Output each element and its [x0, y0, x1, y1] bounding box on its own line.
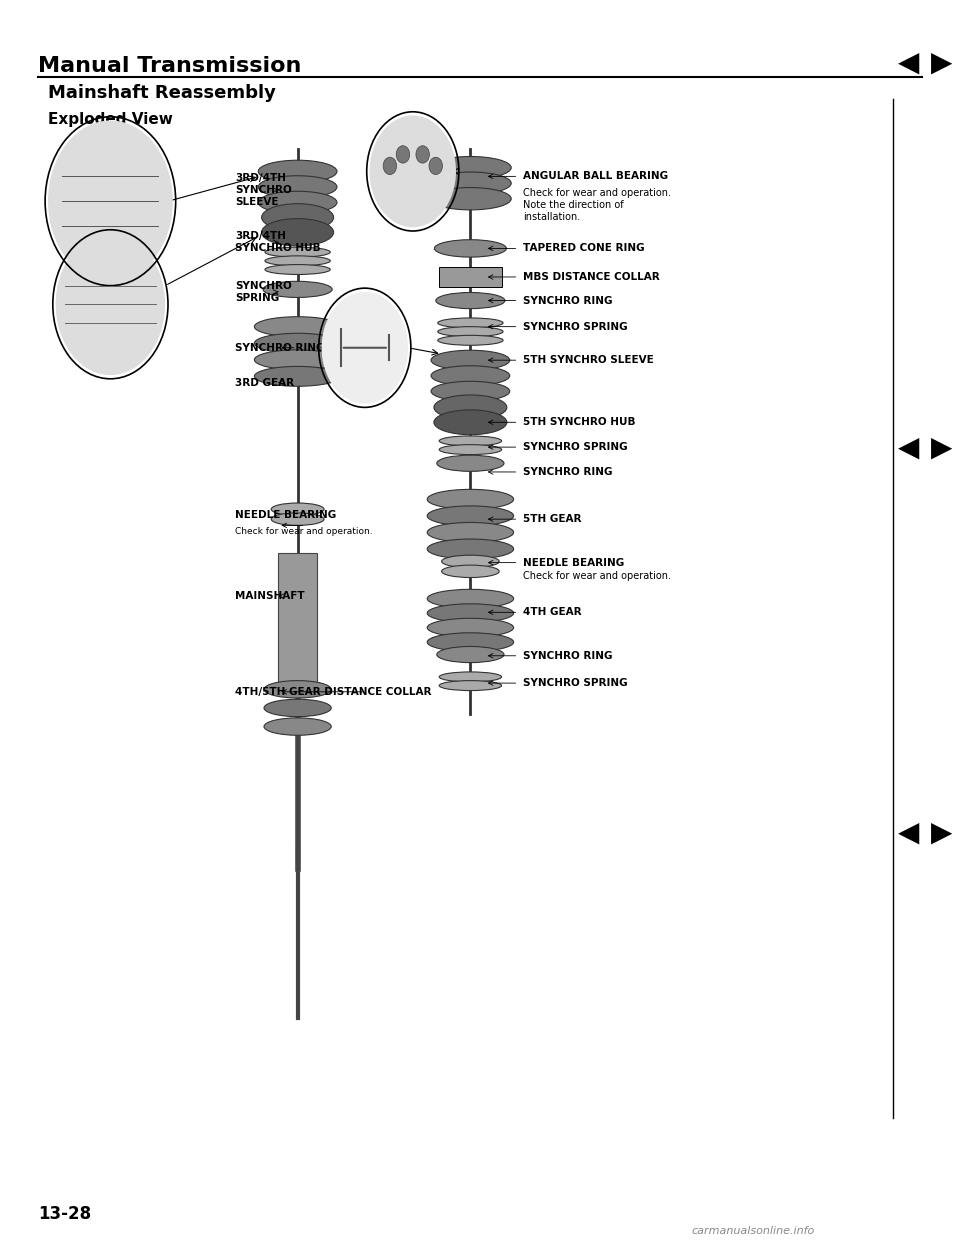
Text: 5TH SYNCHRO SLEEVE: 5TH SYNCHRO SLEEVE — [523, 355, 654, 365]
Text: 3RD/4TH
SYNCHRO
SLEEVE: 3RD/4TH SYNCHRO SLEEVE — [235, 174, 292, 206]
Text: 4TH GEAR: 4TH GEAR — [523, 607, 582, 617]
Text: Exploded View: Exploded View — [48, 112, 173, 127]
Ellipse shape — [254, 317, 341, 337]
Ellipse shape — [264, 699, 331, 717]
Ellipse shape — [258, 175, 337, 199]
Text: SYNCHRO RING: SYNCHRO RING — [523, 296, 612, 306]
Text: ▶: ▶ — [931, 433, 952, 461]
Ellipse shape — [258, 160, 337, 183]
Ellipse shape — [438, 318, 503, 328]
Circle shape — [429, 158, 443, 175]
Circle shape — [383, 158, 396, 175]
Text: Check for wear and operation.: Check for wear and operation. — [235, 527, 372, 537]
Text: SYNCHRO RING: SYNCHRO RING — [523, 467, 612, 477]
Text: MAINSHAFT: MAINSHAFT — [235, 591, 305, 601]
Text: Check for wear and operation.: Check for wear and operation. — [523, 188, 671, 197]
Text: 13-28: 13-28 — [38, 1206, 91, 1223]
Ellipse shape — [263, 282, 332, 297]
Text: SYNCHRO RING: SYNCHRO RING — [523, 651, 612, 661]
Circle shape — [56, 233, 165, 375]
Ellipse shape — [431, 350, 510, 370]
Text: NEEDLE BEARING: NEEDLE BEARING — [235, 510, 336, 520]
Text: ▶: ▶ — [931, 818, 952, 846]
Text: ▶: ▶ — [931, 48, 952, 76]
Ellipse shape — [434, 410, 507, 435]
Ellipse shape — [264, 681, 331, 698]
Text: ◀: ◀ — [898, 48, 919, 76]
Text: Mainshaft Reassembly: Mainshaft Reassembly — [48, 84, 276, 102]
Ellipse shape — [439, 681, 501, 691]
Text: 5TH GEAR: 5TH GEAR — [523, 514, 582, 524]
Ellipse shape — [429, 171, 511, 195]
Ellipse shape — [431, 381, 510, 401]
Ellipse shape — [272, 503, 324, 515]
Ellipse shape — [442, 555, 499, 568]
Ellipse shape — [272, 513, 324, 525]
Ellipse shape — [265, 256, 330, 266]
Ellipse shape — [429, 156, 511, 179]
FancyBboxPatch shape — [278, 553, 317, 689]
Ellipse shape — [429, 188, 511, 210]
Text: SYNCHRO SPRING: SYNCHRO SPRING — [523, 442, 628, 452]
Ellipse shape — [261, 204, 334, 231]
Circle shape — [416, 145, 429, 163]
Text: SYNCHRO
SPRING: SYNCHRO SPRING — [235, 281, 292, 303]
Ellipse shape — [437, 646, 504, 663]
Ellipse shape — [438, 335, 503, 345]
Ellipse shape — [439, 445, 501, 455]
Ellipse shape — [254, 333, 341, 353]
Ellipse shape — [427, 539, 514, 559]
Text: installation.: installation. — [523, 212, 581, 222]
Ellipse shape — [427, 604, 514, 622]
Circle shape — [396, 145, 410, 163]
Ellipse shape — [264, 718, 331, 735]
Ellipse shape — [427, 505, 514, 525]
Text: 4TH/5TH GEAR DISTANCE COLLAR: 4TH/5TH GEAR DISTANCE COLLAR — [235, 687, 432, 697]
Ellipse shape — [427, 489, 514, 509]
Ellipse shape — [439, 436, 501, 446]
Circle shape — [48, 120, 173, 282]
Ellipse shape — [431, 365, 510, 386]
Ellipse shape — [442, 565, 499, 578]
Ellipse shape — [436, 293, 505, 308]
Ellipse shape — [265, 265, 330, 274]
Text: carmanualsonline.info: carmanualsonline.info — [691, 1226, 814, 1236]
Circle shape — [322, 292, 408, 404]
Text: SYNCHRO RING: SYNCHRO RING — [235, 343, 324, 353]
Text: TAPERED CONE RING: TAPERED CONE RING — [523, 243, 645, 253]
Text: NEEDLE BEARING: NEEDLE BEARING — [523, 558, 624, 568]
Text: ANGULAR BALL BEARING: ANGULAR BALL BEARING — [523, 171, 668, 181]
Text: SYNCHRO SPRING: SYNCHRO SPRING — [523, 678, 628, 688]
Ellipse shape — [265, 247, 330, 257]
Ellipse shape — [439, 672, 501, 682]
Text: 3RD GEAR: 3RD GEAR — [235, 378, 295, 388]
Ellipse shape — [434, 395, 507, 420]
Text: MBS DISTANCE COLLAR: MBS DISTANCE COLLAR — [523, 272, 660, 282]
Text: Check for wear and operation.: Check for wear and operation. — [523, 571, 671, 581]
Text: ◀: ◀ — [898, 433, 919, 461]
Text: Manual Transmission: Manual Transmission — [38, 56, 301, 76]
Ellipse shape — [254, 350, 341, 370]
Ellipse shape — [427, 619, 514, 637]
Ellipse shape — [427, 523, 514, 543]
Ellipse shape — [427, 633, 514, 652]
Text: ◀: ◀ — [898, 818, 919, 846]
Ellipse shape — [437, 455, 504, 471]
Ellipse shape — [434, 240, 507, 257]
Ellipse shape — [261, 219, 334, 246]
Ellipse shape — [438, 327, 503, 337]
Ellipse shape — [427, 589, 514, 609]
Text: 3RD/4TH
SYNCHRO HUB: 3RD/4TH SYNCHRO HUB — [235, 231, 321, 253]
Text: 5TH SYNCHRO HUB: 5TH SYNCHRO HUB — [523, 417, 636, 427]
Ellipse shape — [254, 366, 341, 386]
Text: SYNCHRO SPRING: SYNCHRO SPRING — [523, 322, 628, 332]
Circle shape — [370, 116, 456, 227]
Ellipse shape — [258, 191, 337, 214]
FancyBboxPatch shape — [440, 267, 501, 287]
Text: Note the direction of: Note the direction of — [523, 200, 624, 210]
